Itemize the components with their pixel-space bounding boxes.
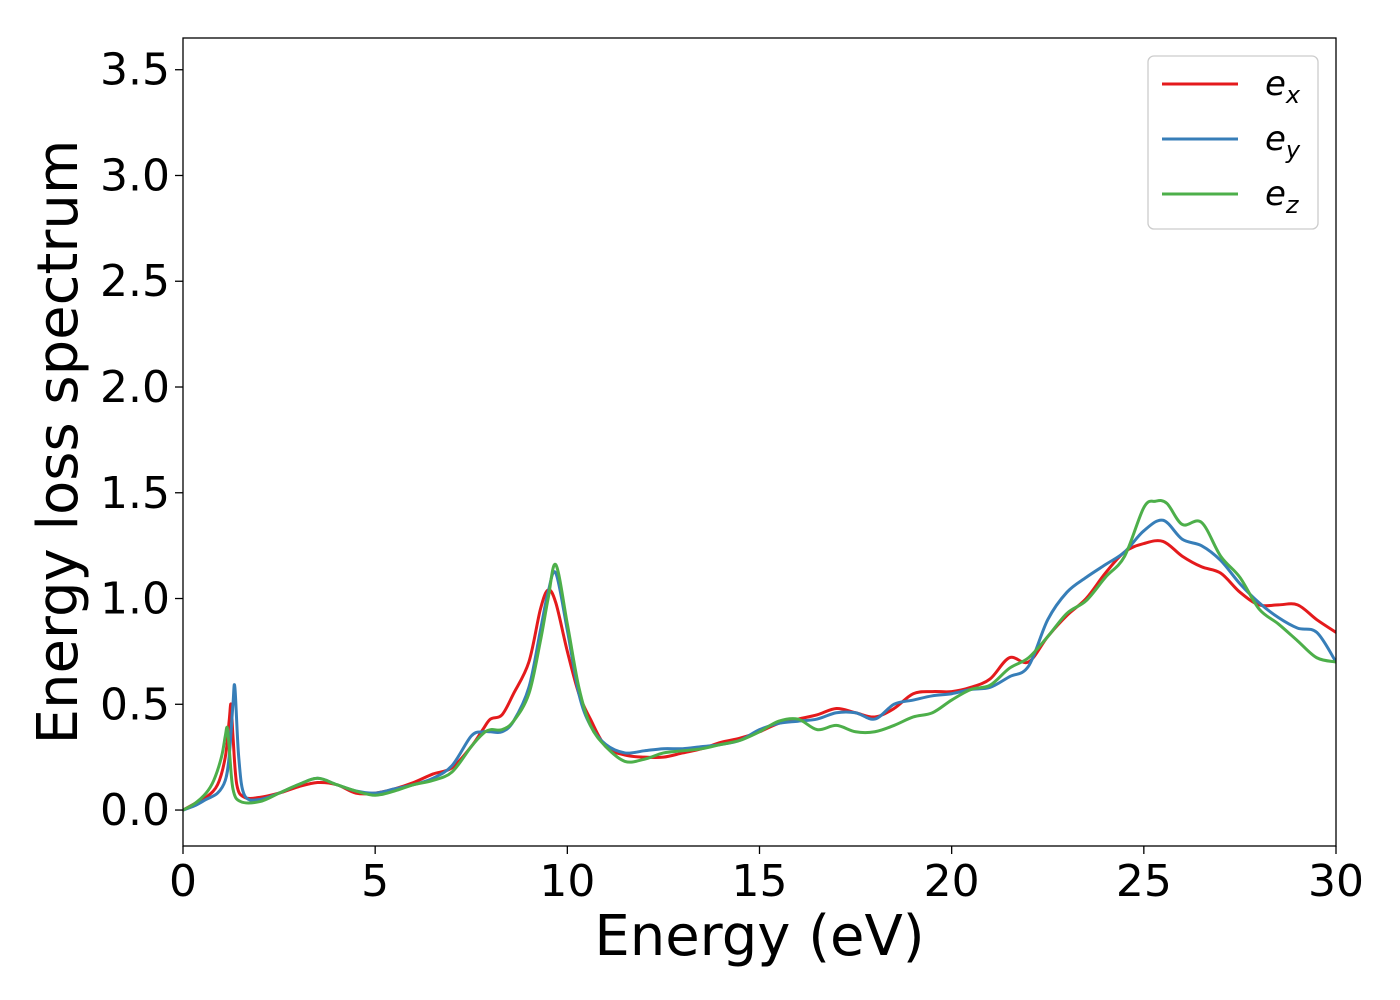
y-tick-label: 0.5 (100, 679, 170, 730)
x-axis-label: Energy (eV) (594, 904, 924, 969)
x-tick-label: 20 (924, 856, 980, 907)
y-tick-label: 3.0 (100, 150, 170, 201)
y-tick-label: 1.5 (100, 468, 170, 519)
legend-item-x: ex (1162, 64, 1301, 109)
y-tick-label: 1.0 (100, 574, 170, 625)
y-tick-label: 0.0 (100, 785, 170, 836)
x-tick-label: 5 (361, 856, 389, 907)
y-axis-label: Energy loss spectrum (26, 140, 91, 745)
y-tick-label: 2.0 (100, 362, 170, 413)
legend-label: ex (1265, 64, 1301, 109)
series-line-y (183, 518, 1336, 812)
legend-box (1147, 55, 1319, 230)
x-tick-label: 30 (1308, 856, 1364, 907)
x-tick-label: 25 (1116, 856, 1172, 907)
x-tick-label: 0 (169, 856, 197, 907)
series-line-z (183, 499, 1336, 812)
x-tick-label: 15 (732, 856, 788, 907)
axis-ticks: 0 5 10 15 20 25 30 0.0 0.5 1.0 1.5 2.0 2.5 3.0 3.5 (100, 45, 1364, 907)
x-tick-label: 10 (539, 856, 595, 907)
y-tick-label: 2.5 (100, 256, 170, 307)
series-lines (183, 499, 1336, 812)
y-tick-label: 3.5 (100, 45, 170, 96)
series-line-x (183, 539, 1336, 812)
